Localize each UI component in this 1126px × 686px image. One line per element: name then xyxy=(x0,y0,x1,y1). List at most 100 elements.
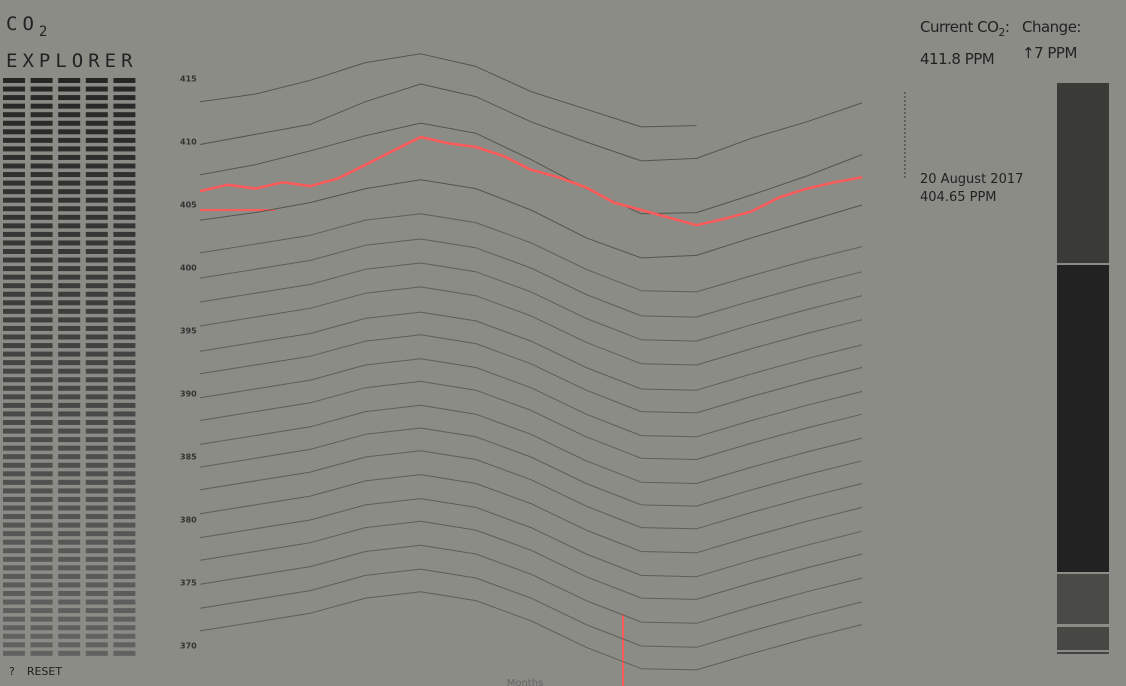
year-cell[interactable] xyxy=(85,291,108,297)
year-cell[interactable] xyxy=(58,454,81,460)
year-cell[interactable] xyxy=(3,514,25,520)
year-cell[interactable] xyxy=(113,420,136,425)
year-cell[interactable] xyxy=(30,385,53,391)
year-cell[interactable] xyxy=(3,300,25,306)
year-cell[interactable] xyxy=(85,428,108,434)
year-cell[interactable] xyxy=(3,231,25,237)
year-cell[interactable] xyxy=(30,308,53,314)
year-cell[interactable] xyxy=(3,266,25,272)
year-cell[interactable] xyxy=(85,471,108,477)
year-cell[interactable] xyxy=(85,454,108,460)
year-cell[interactable] xyxy=(3,368,25,374)
year-cell[interactable] xyxy=(30,257,53,263)
year-cell[interactable] xyxy=(30,437,53,443)
year-cell[interactable] xyxy=(30,531,53,537)
year-cell[interactable] xyxy=(113,300,136,306)
year-cell[interactable] xyxy=(3,471,25,477)
year-cell[interactable] xyxy=(113,120,136,126)
year-cell[interactable] xyxy=(113,385,136,391)
year-cell[interactable] xyxy=(30,548,53,554)
year-cell[interactable] xyxy=(30,642,53,648)
year-cell[interactable] xyxy=(85,351,108,357)
year-cell[interactable] xyxy=(85,308,108,314)
year-cell[interactable] xyxy=(58,548,81,554)
year-cell[interactable] xyxy=(30,325,53,331)
year-cell[interactable] xyxy=(58,266,81,272)
year-cell[interactable] xyxy=(85,420,108,425)
year-cell[interactable] xyxy=(30,633,53,639)
year-cell[interactable] xyxy=(85,343,108,349)
year-cell[interactable] xyxy=(3,180,25,186)
year-cell[interactable] xyxy=(3,642,25,648)
year-cell[interactable] xyxy=(3,360,25,366)
year-cell[interactable] xyxy=(3,420,25,425)
year-cell[interactable] xyxy=(85,445,108,451)
year-cell[interactable] xyxy=(58,505,81,511)
year-cell[interactable] xyxy=(85,496,108,502)
year-cell[interactable] xyxy=(3,591,25,596)
year-cell[interactable] xyxy=(58,471,81,477)
year-cell[interactable] xyxy=(113,479,136,485)
year-cell[interactable] xyxy=(113,573,136,579)
year-cell[interactable] xyxy=(58,300,81,306)
year-cell[interactable] xyxy=(30,95,53,101)
year-cell[interactable] xyxy=(3,197,25,203)
year-cell[interactable] xyxy=(113,343,136,349)
year-cell[interactable] xyxy=(3,317,25,323)
year-cell[interactable] xyxy=(3,291,25,297)
year-cell[interactable] xyxy=(85,325,108,331)
year-cell[interactable] xyxy=(113,223,136,229)
year-cell[interactable] xyxy=(3,616,25,622)
year-cell[interactable] xyxy=(58,129,81,135)
year-cell[interactable] xyxy=(58,385,81,391)
year-cell[interactable] xyxy=(58,368,81,374)
year-cell[interactable] xyxy=(30,514,53,520)
help-button[interactable]: ? xyxy=(9,665,15,678)
year-cell[interactable] xyxy=(30,154,53,160)
year-cell[interactable] xyxy=(113,505,136,511)
year-cell[interactable] xyxy=(30,334,53,340)
year-cell[interactable] xyxy=(58,539,81,545)
year-cell[interactable] xyxy=(113,496,136,502)
year-cell[interactable] xyxy=(58,95,81,101)
year-cell[interactable] xyxy=(3,112,25,118)
year-cell[interactable] xyxy=(3,240,25,246)
year-cell[interactable] xyxy=(58,411,81,417)
year-cell[interactable] xyxy=(3,154,25,160)
year-cell[interactable] xyxy=(113,650,136,656)
year-cell[interactable] xyxy=(3,445,25,451)
year-cell[interactable] xyxy=(113,240,136,246)
year-cell[interactable] xyxy=(30,539,53,545)
year-cell[interactable] xyxy=(113,437,136,443)
year-cell[interactable] xyxy=(85,274,108,280)
year-cell[interactable] xyxy=(30,445,53,451)
year-cell[interactable] xyxy=(58,325,81,331)
year-cell[interactable] xyxy=(113,402,136,408)
year-cell[interactable] xyxy=(3,249,25,254)
year-cell[interactable] xyxy=(58,360,81,366)
year-cell[interactable] xyxy=(3,351,25,357)
year-cell[interactable] xyxy=(85,368,108,374)
year-cell[interactable] xyxy=(85,78,108,83)
year-cell[interactable] xyxy=(30,240,53,246)
year-cell[interactable] xyxy=(3,599,25,605)
year-cell[interactable] xyxy=(3,206,25,212)
year-cell[interactable] xyxy=(113,189,136,195)
year-cell[interactable] xyxy=(30,599,53,605)
year-cell[interactable] xyxy=(30,129,53,135)
year-cell[interactable] xyxy=(85,163,108,169)
year-cell[interactable] xyxy=(30,582,53,588)
year-cell[interactable] xyxy=(85,479,108,485)
year-cell[interactable] xyxy=(113,266,136,272)
year-cell[interactable] xyxy=(58,591,81,596)
year-cell[interactable] xyxy=(58,291,81,297)
year-cell[interactable] xyxy=(58,163,81,169)
year-cell[interactable] xyxy=(30,556,53,562)
year-cell[interactable] xyxy=(113,394,136,400)
year-cell[interactable] xyxy=(58,377,81,383)
year-cell[interactable] xyxy=(58,206,81,212)
year-cell[interactable] xyxy=(3,283,25,289)
year-cell[interactable] xyxy=(3,625,25,631)
year-cell[interactable] xyxy=(3,582,25,588)
year-cell[interactable] xyxy=(30,189,53,195)
